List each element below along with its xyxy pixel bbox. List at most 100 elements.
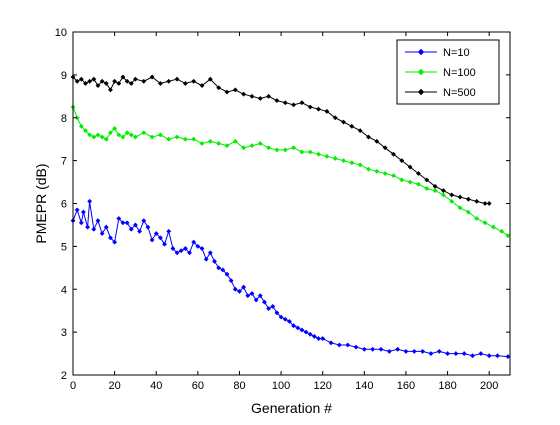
data-point [436,348,442,354]
legend-swatch-marker [417,88,425,96]
legend-label: N=500 [443,87,476,99]
data-point [174,250,180,256]
data-point [137,228,143,234]
x-tick-label: 120 [314,380,332,392]
y-tick-label: 2 [61,370,67,382]
data-point [257,293,263,299]
data-point [399,158,405,164]
data-point [341,158,346,164]
data-point [440,192,446,198]
data-point [174,76,180,82]
data-point [336,342,342,348]
data-point [320,336,326,341]
data-point [78,123,84,129]
data-point [474,198,480,204]
data-point [99,134,105,140]
data-point [453,351,459,356]
data-point [166,136,172,142]
data-point [341,119,346,125]
data-point [116,216,122,221]
data-point [99,78,105,84]
series-1 [70,104,511,239]
data-point [282,147,288,153]
data-point [374,138,380,144]
data-point [486,201,492,206]
data-point [474,216,480,221]
data-point [191,239,197,245]
data-point [91,76,97,82]
data-point [207,76,213,82]
data-point [87,132,93,138]
data-point [424,186,430,191]
data-point [424,177,430,183]
legend-swatch-marker [417,48,425,56]
data-point [149,134,155,140]
data-point [145,224,151,230]
data-point [420,348,426,354]
ticks-layer: 0 20 40 60 80 100 120 140 160 180 200 2 3 4 5 6 7 8 9 10 [55,27,510,392]
data-point [505,354,511,359]
x-tick-label: 200 [480,380,498,392]
data-point [162,241,167,247]
data-point [74,78,80,84]
legend-label: N=10 [443,47,470,59]
data-point [382,145,388,151]
data-point [128,132,134,138]
data-point [103,224,109,230]
data-point [95,132,101,138]
data-point [112,78,118,84]
y-tick-label: 7 [61,156,67,168]
data-point [391,151,396,157]
legend-label: N=100 [443,67,476,79]
data-point [78,220,84,226]
data-point [295,325,301,331]
data-point [224,271,230,277]
y-tick-label: 8 [61,113,67,125]
data-point [241,145,247,151]
data-point [232,286,238,292]
data-point [157,81,163,86]
data-point [432,183,438,189]
data-point [378,346,384,352]
data-point [187,250,192,256]
data-point [182,246,188,251]
x-axis-label: Generation # [251,400,332,416]
data-point [428,351,434,356]
data-point [332,115,338,121]
data-point [407,179,413,185]
data-point [91,226,97,232]
data-point [266,93,272,99]
data-point [482,220,488,226]
data-point [274,98,280,104]
data-point [457,194,463,200]
data-point [228,278,234,284]
data-point [478,351,484,356]
data-point [128,226,134,232]
data-point [440,188,446,194]
data-point [112,126,118,131]
y-tick-label: 9 [61,70,67,82]
data-point [133,222,138,228]
data-point [505,233,511,239]
data-point [291,323,297,329]
data-point [349,123,355,129]
data-point [416,171,421,176]
data-point [108,87,113,93]
data-point [316,106,321,112]
data-point [299,327,305,333]
data-point [345,342,351,348]
x-tick-label: 100 [272,380,290,392]
y-tick-label: 10 [55,27,67,39]
data-point [103,136,109,142]
x-tick-label: 0 [70,380,76,392]
data-point [157,132,163,138]
data-point [403,348,409,354]
data-point [166,78,172,84]
data-point [274,310,280,316]
data-point [245,293,251,299]
data-point [432,188,438,194]
data-point [178,248,184,254]
data-point [391,173,396,179]
data-point [241,91,247,97]
